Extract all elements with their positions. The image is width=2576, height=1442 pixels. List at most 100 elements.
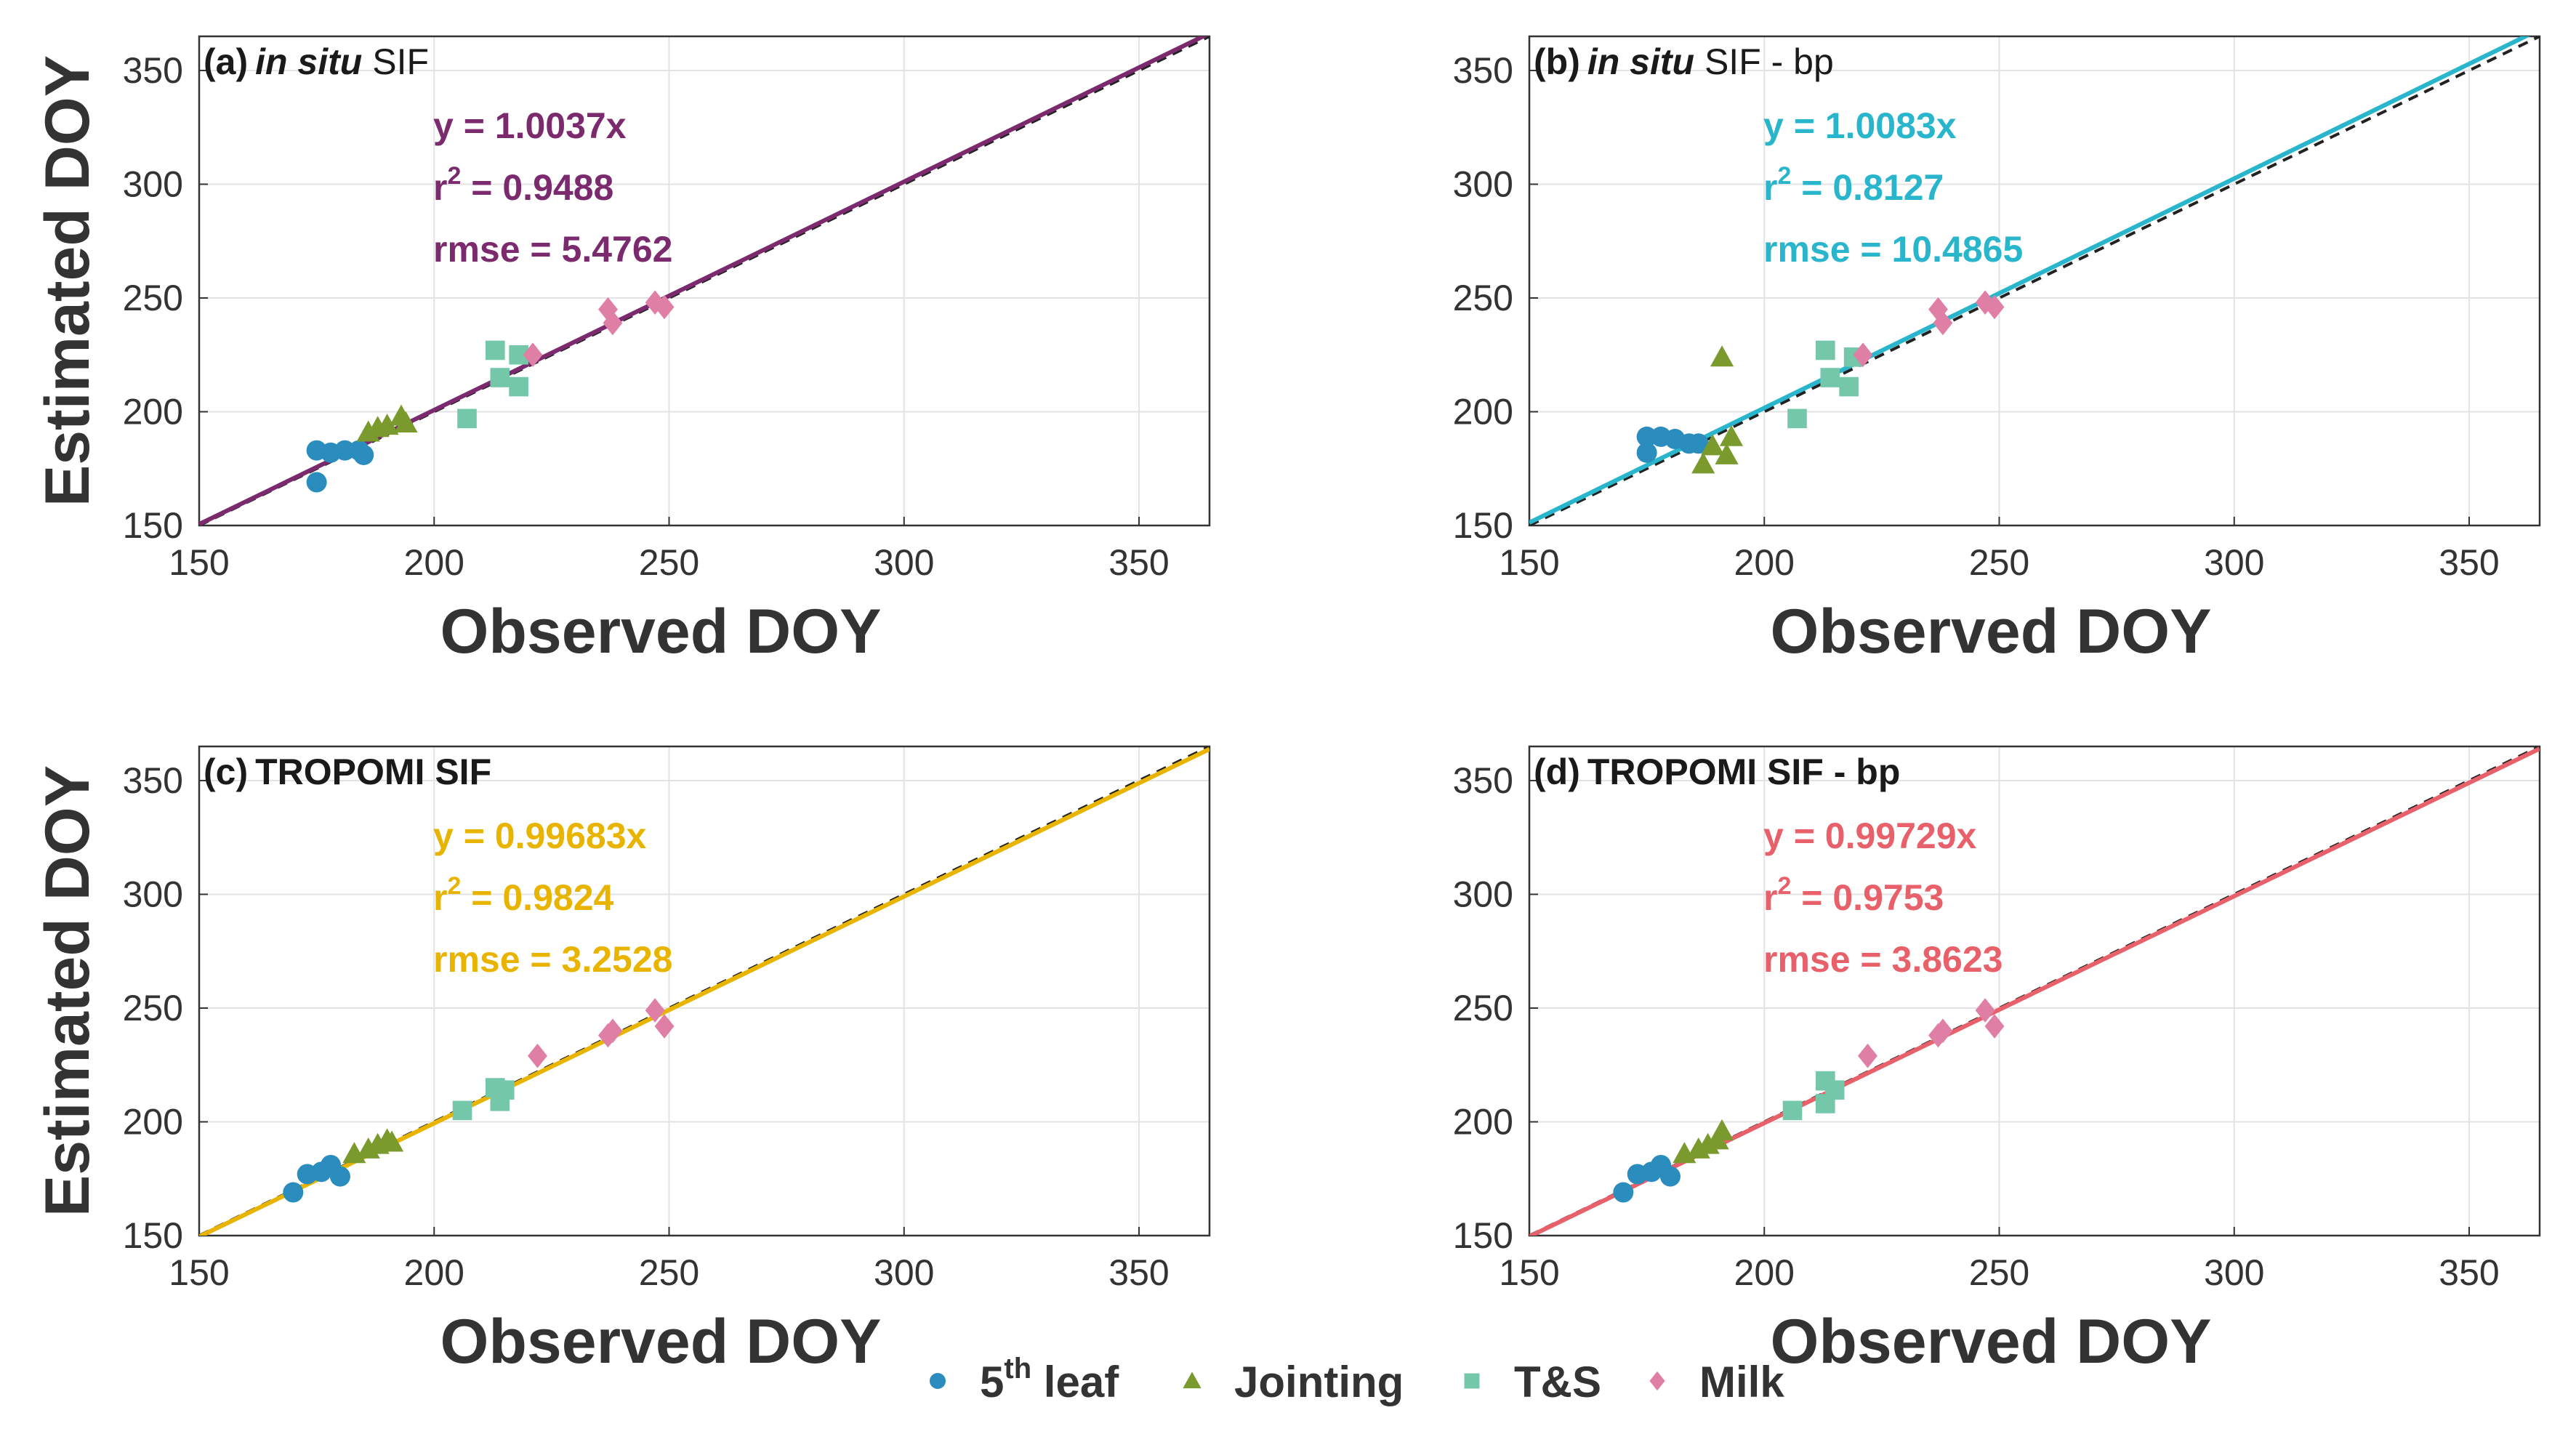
y-tick-label: 350 [1453, 760, 1513, 801]
panel-title: (a) in situ SIF [204, 41, 429, 82]
point-jointing [379, 1130, 404, 1152]
point-ts [1820, 368, 1840, 387]
x-tick-label: 150 [169, 542, 229, 583]
y-tick-label: 250 [123, 988, 183, 1028]
y-tick-label: 150 [1453, 505, 1513, 546]
r-squared: r2 = 0.8127 [1763, 162, 1944, 208]
point-leaf5 [329, 1166, 350, 1187]
point-jointing [375, 414, 399, 435]
r-symbol: r [1763, 877, 1777, 918]
legend-item-jointing: Jointing [1183, 1358, 1404, 1406]
point-milk [603, 310, 623, 336]
plot-lines [199, 746, 1209, 1236]
point-milk [1975, 998, 1995, 1023]
x-axis-label: Observed DOY [1771, 597, 2212, 666]
y-tick-label: 150 [1453, 1215, 1513, 1256]
panel-title-italic: in situ [1587, 41, 1694, 82]
legend-label-main: T&S [1514, 1358, 1601, 1406]
y-axis-label: Estimated DOY [33, 55, 102, 507]
x-tick-label: 350 [2439, 1252, 2499, 1293]
legend-label: Jointing [1234, 1358, 1404, 1406]
point-jointing [1701, 434, 1725, 456]
legend-diamond-icon [1649, 1371, 1665, 1391]
point-ts [1824, 1080, 1845, 1100]
point-milk [598, 297, 618, 322]
panel-b: 150 200 250 300 350 150 200 250 300 350 (b) in situ… [1453, 35, 2541, 666]
x-tick-label: 300 [874, 542, 934, 583]
x-tick-label: 200 [404, 542, 464, 583]
r-superscript: 2 [447, 872, 461, 900]
x-tick-label: 200 [404, 1252, 464, 1293]
rmse-text: rmse = 3.2528 [433, 939, 672, 980]
plot-lines [1529, 36, 2540, 525]
fit-equation: y = 1.0037x [433, 105, 627, 146]
x-tick-label: 150 [1499, 1252, 1559, 1293]
x-tick-label: 250 [1969, 1252, 2029, 1293]
panel-label: (b) [1534, 41, 1580, 82]
legend-item-ts: T&S [1464, 1358, 1601, 1406]
y-tick-label: 250 [1453, 988, 1513, 1028]
x-axis-label: Observed DOY [440, 597, 882, 666]
point-leaf5 [283, 1182, 304, 1203]
y-tick-label: 250 [123, 278, 183, 318]
point-ts [1782, 1100, 1803, 1121]
point-milk [654, 1014, 675, 1039]
legend-label: Milk [1699, 1358, 1784, 1406]
fit-equation: y = 1.0083x [1763, 105, 1957, 146]
point-leaf5 [1636, 426, 1657, 447]
rmse-text: rmse = 10.4865 [1763, 229, 2023, 270]
r-superscript: 2 [447, 162, 461, 190]
r-squared: r2 = 0.9824 [433, 872, 613, 918]
legend-label-main: Jointing [1234, 1358, 1404, 1406]
point-milk [1984, 1014, 2005, 1039]
axes-box [1528, 745, 2541, 1237]
point-leaf5 [1688, 433, 1709, 454]
point-ts [490, 368, 510, 387]
r-value: = 0.9824 [461, 877, 613, 918]
point-leaf5 [1659, 1166, 1681, 1187]
point-milk [1858, 1043, 1877, 1068]
legend-label-main: 5 [980, 1358, 1004, 1406]
panel-label: (a) [204, 41, 248, 82]
point-jointing [1710, 345, 1734, 367]
y-tick-label: 350 [123, 760, 183, 801]
point-ts [1787, 408, 1807, 429]
panel-label: (c) [204, 752, 248, 792]
panel-label: (d) [1534, 752, 1580, 792]
r-squared: r2 = 0.9753 [1763, 872, 1944, 918]
x-tick-label: 300 [2204, 1252, 2264, 1293]
panel-title-rest: TROPOMI SIF [255, 752, 491, 792]
x-tick-label: 350 [1108, 1252, 1169, 1293]
fit-equation: y = 0.99683x [433, 815, 647, 856]
point-milk [1984, 294, 2005, 320]
panel-title: (d) TROPOMI SIF - bp [1534, 752, 1900, 792]
y-tick-label: 350 [123, 50, 183, 91]
x-axis-label: Observed DOY [1771, 1307, 2212, 1377]
point-leaf5 [1613, 1182, 1634, 1203]
legend-label: T&S [1514, 1358, 1601, 1406]
x-tick-label: 200 [1734, 542, 1795, 583]
axes-box [198, 745, 1211, 1237]
legend-item-milk: Milk [1649, 1358, 1784, 1406]
r-value: = 0.9753 [1791, 877, 1944, 918]
r-symbol: r [433, 877, 447, 918]
data-points [306, 290, 675, 493]
point-ts [457, 408, 477, 429]
point-ts [452, 1100, 472, 1121]
x-tick-label: 150 [1499, 542, 1559, 583]
point-jointing [1719, 424, 1744, 446]
x-tick-label: 150 [169, 1252, 229, 1293]
point-milk [1975, 290, 1995, 315]
legend-circle-icon [930, 1373, 946, 1389]
axes-box [1528, 35, 2541, 527]
point-milk [523, 342, 543, 368]
legend: 5th leaf Jointing T&S Milk [930, 1353, 1784, 1406]
point-milk [645, 998, 665, 1023]
legend-square-icon [1464, 1373, 1480, 1389]
x-tick-label: 300 [874, 1252, 934, 1293]
legend-triangle-icon [1183, 1371, 1202, 1389]
point-milk [1933, 310, 1953, 336]
y-tick-label: 350 [1453, 50, 1513, 91]
x-axis-label: Observed DOY [440, 1307, 882, 1377]
r-superscript: 2 [1777, 872, 1791, 900]
